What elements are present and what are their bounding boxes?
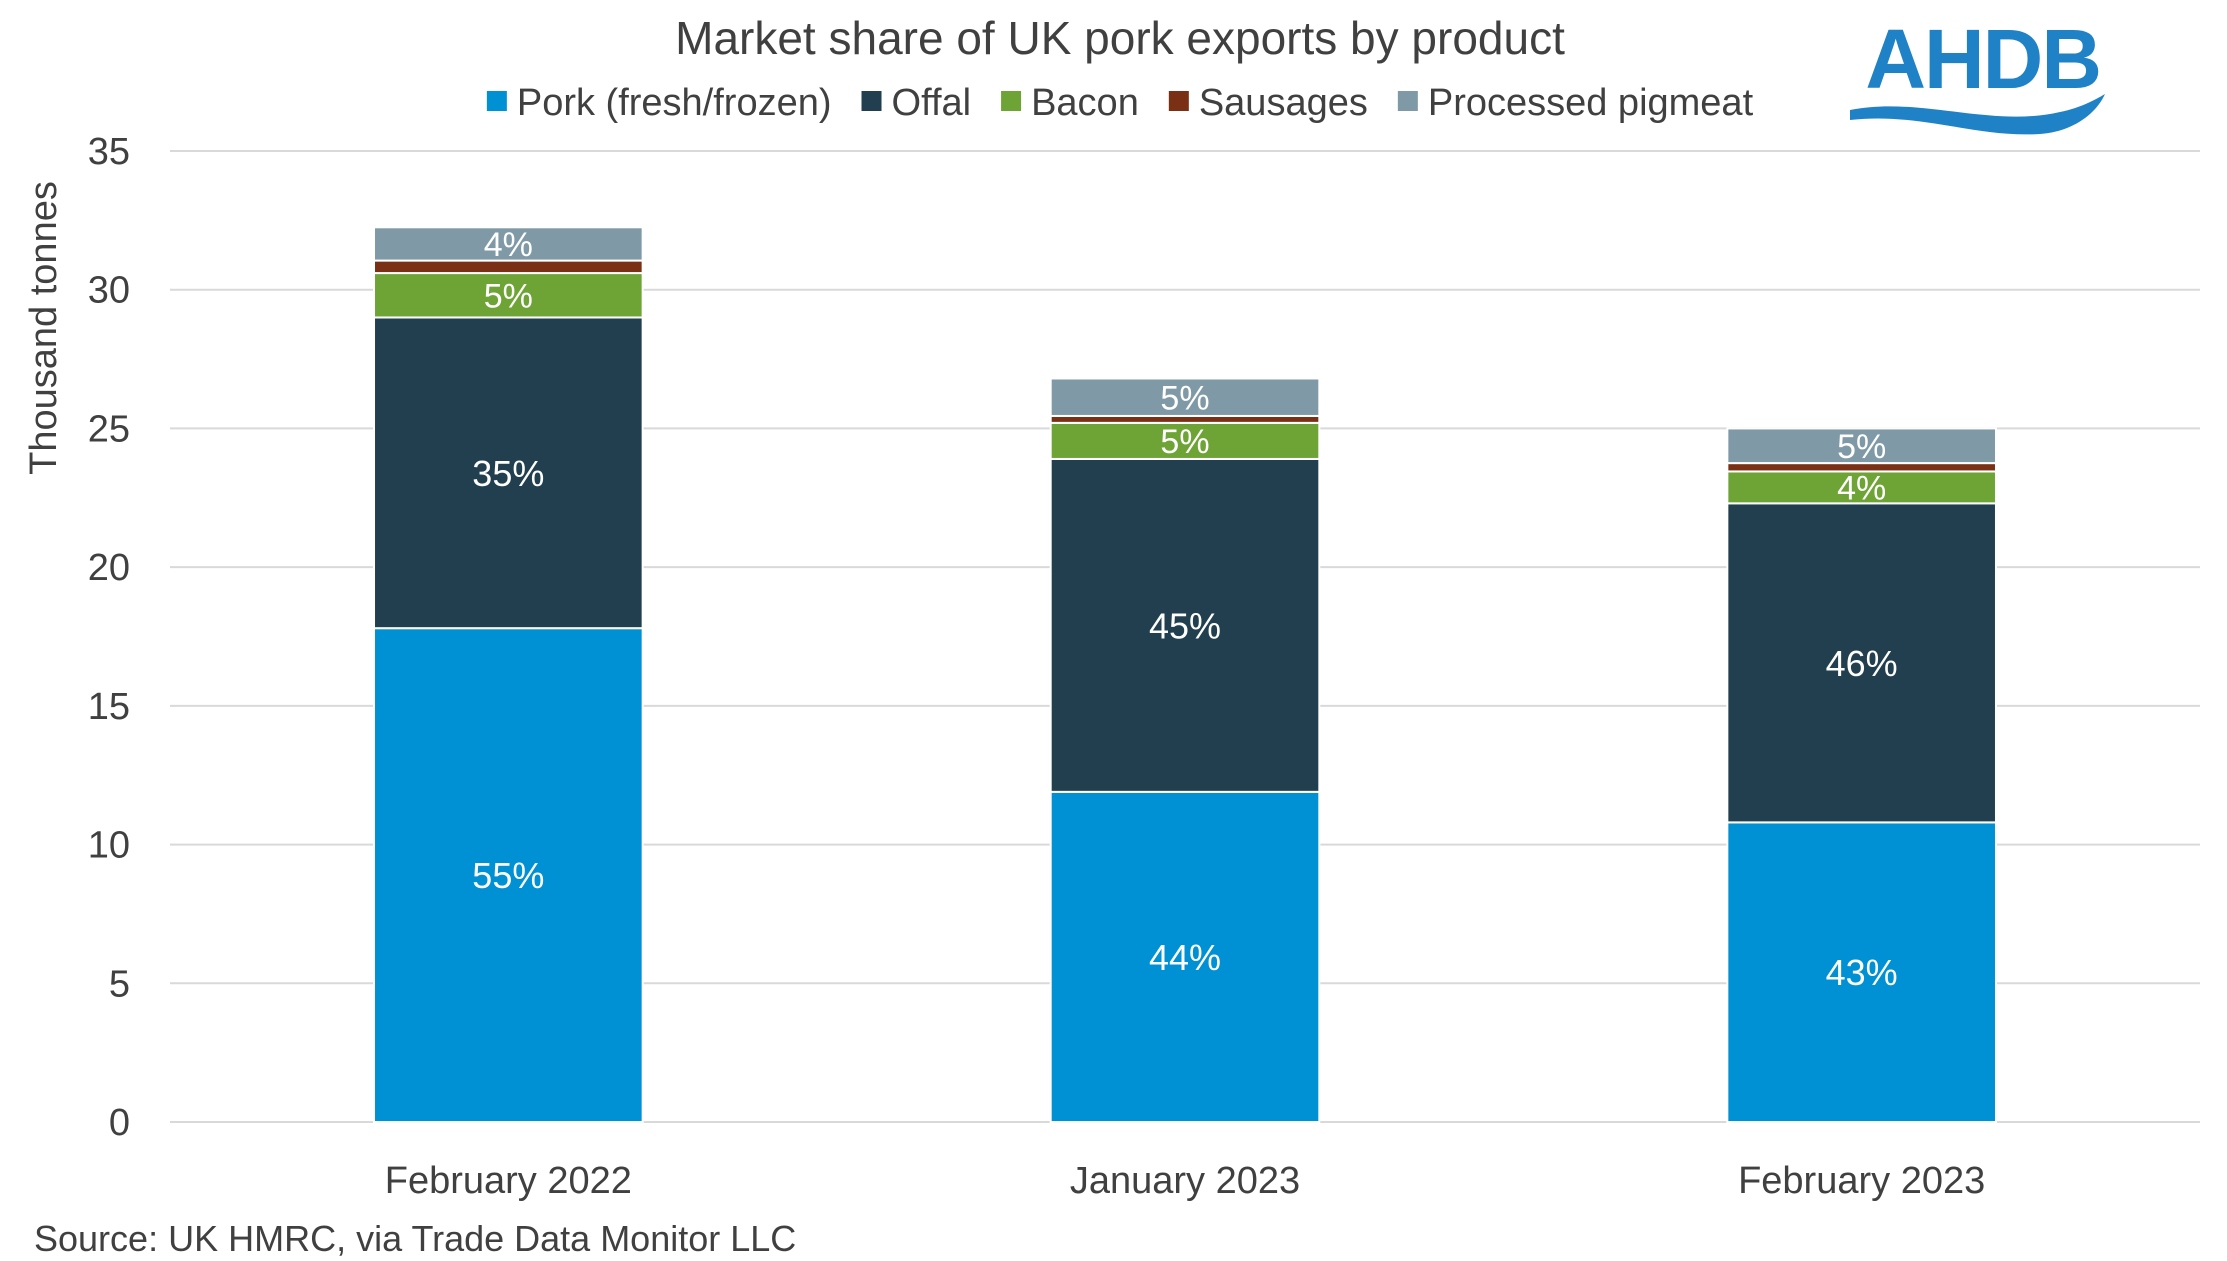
y-tick-label: 35 xyxy=(88,131,130,173)
legend-item: Processed pigmeat xyxy=(1397,82,1754,124)
chart-title: Market share of UK pork exports by produ… xyxy=(675,12,1565,64)
legend-label: Processed pigmeat xyxy=(1428,82,1754,124)
bar-segment xyxy=(1726,470,1997,505)
data-label: 5% xyxy=(1837,428,1886,466)
legend-item: Pork (fresh/frozen) xyxy=(486,82,832,124)
y-tick-label: 0 xyxy=(109,1102,130,1144)
legend-item: Sausages xyxy=(1168,82,1368,124)
data-label: 45% xyxy=(1149,605,1221,646)
bar-segment xyxy=(1726,821,1997,1123)
bar-segment xyxy=(1049,377,1321,417)
y-axis-label: Thousand tonnes xyxy=(23,181,65,475)
data-label: 35% xyxy=(472,453,544,494)
legend-swatch xyxy=(486,91,507,111)
bar-segment xyxy=(1726,427,1997,465)
legend-swatch xyxy=(1168,91,1189,111)
bar-segment xyxy=(1049,790,1321,1123)
legend-label: Sausages xyxy=(1199,82,1368,124)
bar-segment xyxy=(1726,502,1997,824)
data-label: 5% xyxy=(1160,423,1209,461)
bar-segment xyxy=(373,316,644,630)
data-label: 55% xyxy=(472,855,544,896)
x-tick-label: January 2023 xyxy=(1070,1160,1300,1202)
data-label: 5% xyxy=(484,278,533,316)
y-axis-ticks: 0 5 10 15 20 25 30 35 xyxy=(88,131,130,1144)
legend-swatch xyxy=(1001,91,1022,111)
x-tick-label: February 2023 xyxy=(1738,1160,1985,1202)
legend-item: Offal xyxy=(861,82,972,124)
logo-text: AHDB xyxy=(1865,12,2100,106)
x-axis-ticks: February 2022 January 2023 February 2023 xyxy=(385,1160,1985,1202)
bars xyxy=(373,226,1997,1123)
legend-label: Pork (fresh/frozen) xyxy=(517,82,832,124)
y-tick-label: 30 xyxy=(88,270,130,312)
legend: Pork (fresh/frozen) Offal Bacon Sausages Pro… xyxy=(486,82,1754,124)
legend-item: Bacon xyxy=(1001,82,1139,124)
data-label: 5% xyxy=(1160,379,1209,417)
bar-segment xyxy=(373,272,644,319)
legend-swatch xyxy=(1397,91,1418,111)
data-label: 4% xyxy=(1837,470,1886,508)
x-tick-label: February 2022 xyxy=(385,1160,632,1202)
y-tick-label: 25 xyxy=(88,408,130,450)
legend-label: Bacon xyxy=(1031,82,1139,124)
y-tick-label: 10 xyxy=(88,825,130,867)
data-label: 43% xyxy=(1826,952,1898,993)
data-labels: 55% 35% 5% 4% 44% 45% 5% 5% 43% 46% 4% 5% xyxy=(472,226,1897,993)
source-note: Source: UK HMRC, via Trade Data Monitor … xyxy=(34,1218,796,1259)
data-label: 44% xyxy=(1149,937,1221,978)
y-tick-label: 15 xyxy=(88,686,130,728)
y-tick-label: 20 xyxy=(88,547,130,589)
data-label: 46% xyxy=(1826,643,1898,684)
data-label: 4% xyxy=(484,226,533,264)
ahdb-logo: AHDB xyxy=(1850,12,2105,135)
logo-wave xyxy=(1850,94,2105,135)
legend-label: Offal xyxy=(892,82,972,124)
bar-segment xyxy=(373,627,644,1123)
bar-segment xyxy=(373,226,644,262)
legend-swatch xyxy=(861,91,882,111)
y-tick-label: 5 xyxy=(109,963,130,1005)
bar-segment xyxy=(1049,457,1321,793)
